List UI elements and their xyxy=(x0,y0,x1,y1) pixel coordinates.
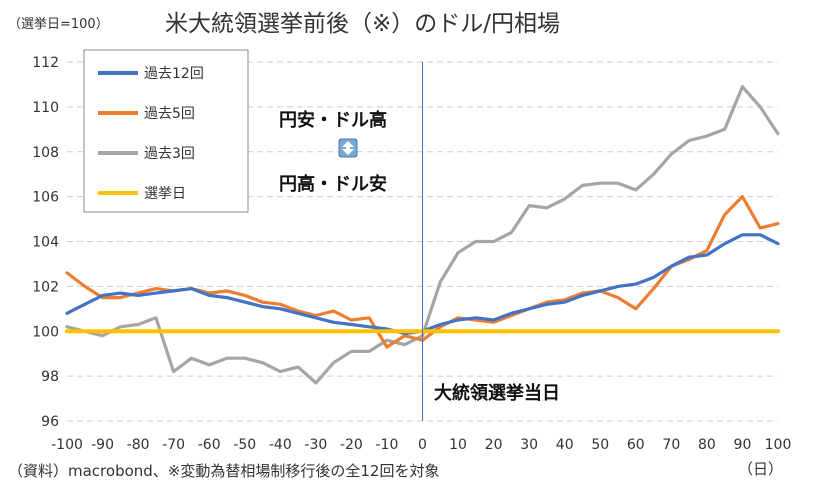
legend-label: 過去12回 xyxy=(144,66,204,82)
annotation-yen-weak: 円安・ドル高 xyxy=(279,109,387,131)
x-tick-label: 10 xyxy=(449,437,467,453)
x-tick-label: -60 xyxy=(198,437,221,453)
up-down-arrow-icon xyxy=(338,138,358,158)
x-tick-label: -40 xyxy=(269,437,292,453)
x-tick-label: -10 xyxy=(376,437,399,453)
chart-title: 米大統領選挙前後（※）のドル/円相場 xyxy=(165,11,560,37)
x-axis-ticks: -100 -90 -80 -70 -60 -50 -40 -30 -20 -10 0 10 20 30 40… xyxy=(51,437,791,453)
x-tick-label: 50 xyxy=(591,437,609,453)
y-tick-label: 106 xyxy=(32,190,59,206)
annotation-election-day: 大統領選挙当日 xyxy=(434,382,560,404)
x-tick-label: -100 xyxy=(51,437,83,453)
y-tick-label: 100 xyxy=(32,324,59,340)
y-tick-label: 108 xyxy=(32,145,59,161)
legend-label: 選挙日 xyxy=(144,186,186,202)
y-tick-label: 110 xyxy=(32,100,59,116)
x-tick-label: 100 xyxy=(765,437,792,453)
x-tick-label: 80 xyxy=(698,437,716,453)
source-note: （資料）macrobond、※変動為替相場制移行後の全12回を対象 xyxy=(8,462,439,480)
x-tick-label: -70 xyxy=(162,437,185,453)
x-tick-label: -50 xyxy=(233,437,256,453)
x-tick-label: 30 xyxy=(520,437,538,453)
x-tick-label: -90 xyxy=(91,437,114,453)
x-tick-label: 0 xyxy=(418,437,427,453)
y-axis-ticks: 96 98 100 102 104 106 108 110 112 xyxy=(32,55,59,430)
x-tick-label: 60 xyxy=(627,437,645,453)
legend-box xyxy=(83,49,249,213)
x-tick-label: -30 xyxy=(304,437,327,453)
x-tick-label: 70 xyxy=(662,437,680,453)
y-tick-label: 112 xyxy=(32,55,59,71)
x-tick-label: -80 xyxy=(127,437,150,453)
y-tick-label: 96 xyxy=(41,414,59,430)
x-tick-label: 40 xyxy=(556,437,574,453)
x-tick-label: 90 xyxy=(734,437,752,453)
annotation-yen-strong: 円高・ドル安 xyxy=(279,173,387,195)
chart-subtitle: （選挙日=100） xyxy=(8,17,109,32)
legend-label: 過去3回 xyxy=(144,146,195,162)
legend-label: 過去5回 xyxy=(144,106,195,122)
y-tick-label: 104 xyxy=(32,235,59,251)
x-tick-label: -20 xyxy=(340,437,363,453)
x-axis-label: （日） xyxy=(738,460,783,478)
y-tick-label: 98 xyxy=(41,369,59,385)
y-tick-label: 102 xyxy=(32,279,59,295)
x-tick-label: 20 xyxy=(485,437,503,453)
